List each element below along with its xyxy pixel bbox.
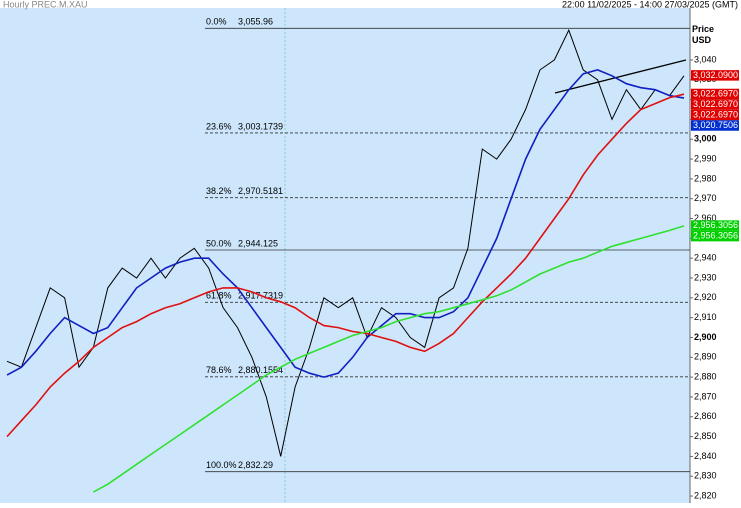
fib-value: 3,055.96 [238, 17, 273, 27]
y-tick-label: 2,830 [694, 471, 717, 481]
y-tick-label: 3,000 [694, 134, 717, 144]
fib-pct: 38.2% [206, 186, 232, 196]
price-tag [691, 109, 739, 121]
fib-pct: 0.0% [206, 17, 227, 27]
series-line [6, 28, 685, 457]
y-tick-label: 3,040 [694, 54, 717, 64]
fib-value: 2,944.125 [238, 238, 278, 248]
y-tick-label: 2,870 [694, 391, 717, 401]
series-line [6, 69, 685, 378]
price-tag-label: 2,956.3056 [693, 231, 738, 241]
y-tick-label: 2,850 [694, 431, 717, 441]
fib-pct: 78.6% [206, 365, 232, 375]
y-tick-label: 2,820 [694, 490, 717, 500]
y-tick-label: 2,860 [694, 411, 717, 421]
y-tick-label: 2,970 [694, 193, 717, 203]
price-tag-label: 3,022.6970 [693, 110, 738, 120]
price-tag-label: 3,022.6970 [693, 99, 738, 109]
price-tag [691, 99, 739, 110]
price-tag [691, 70, 739, 81]
y-tick-label: 2,880 [694, 371, 717, 381]
y-tick-label: 2,980 [694, 173, 717, 183]
y-tick-label: 2,920 [694, 292, 717, 302]
axis-title-box: Price USD [692, 24, 715, 45]
fib-pct: 23.6% [206, 121, 232, 131]
y-tick-label: 2,840 [694, 451, 717, 461]
series-line [6, 93, 685, 438]
y-tick-label: 2,930 [694, 272, 717, 282]
chart-title: Hourly PREC.M.XAU [3, 0, 88, 9]
y-tick-label: 2,960 [694, 213, 717, 223]
price-tag-label: 3,032.0900 [693, 70, 738, 80]
fib-value: 3,003.1739 [238, 121, 283, 131]
price-tag-label: 3,020.7506 [693, 120, 738, 130]
price-tag [691, 220, 739, 231]
fib-value: 2,970.5181 [238, 186, 283, 196]
price-tag-label: 3,022.6970 [693, 89, 738, 99]
y-tick-label: 2,890 [694, 352, 717, 362]
trend-line [554, 59, 687, 94]
fib-value: 2,832.29 [238, 460, 273, 470]
series-line [93, 225, 685, 493]
y-tick-label: 2,910 [694, 312, 717, 322]
fib-value: 2,880.1554 [238, 365, 283, 375]
price-tag [691, 120, 739, 131]
fib-pct: 50.0% [206, 238, 232, 248]
chart-subtitle: 22:00 11/02/2025 - 14:00 27/03/2025 (GMT… [562, 0, 738, 9]
fib-pct: 100.0% [206, 460, 237, 470]
price-tag-label: 2,956.3056 [693, 220, 738, 230]
y-tick-label: 2,990 [694, 153, 717, 163]
y-tick-label: 2,940 [694, 253, 717, 263]
y-tick-label: 2,900 [694, 332, 717, 342]
price-tag [691, 230, 739, 242]
y-axis-title: Price USD [692, 24, 715, 45]
price-tag [691, 88, 739, 100]
plot-area [0, 8, 690, 503]
